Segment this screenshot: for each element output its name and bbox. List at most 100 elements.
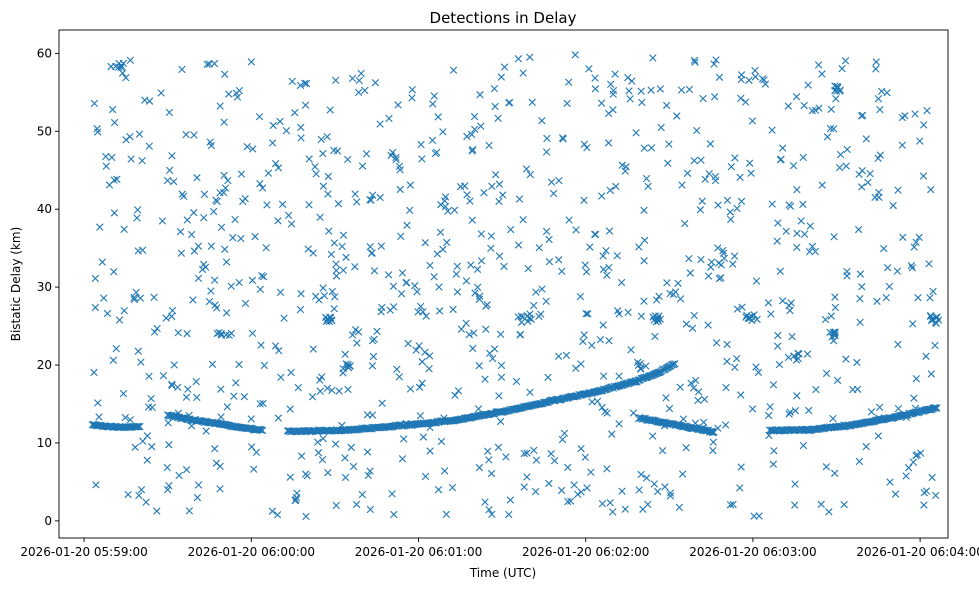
data-point (473, 265, 482, 274)
data-point (367, 249, 376, 257)
data-point (249, 145, 257, 153)
data-point (395, 373, 404, 381)
data-point (402, 278, 411, 287)
data-point (923, 106, 931, 115)
data-point (487, 244, 495, 252)
data-point (415, 383, 424, 392)
data-point (818, 70, 826, 78)
data-point (648, 432, 657, 440)
data-point (94, 399, 102, 407)
cluster-point (744, 314, 752, 322)
data-point (755, 512, 763, 520)
data-point (618, 487, 626, 495)
data-point (150, 328, 159, 336)
data-point (348, 331, 357, 339)
data-point (496, 417, 505, 426)
data-point (638, 98, 646, 107)
data-point (582, 268, 591, 276)
data-point (475, 362, 483, 370)
data-point (853, 358, 861, 367)
data-point (625, 87, 633, 95)
data-point (297, 452, 306, 460)
data-point (319, 149, 327, 158)
data-point (260, 361, 269, 370)
data-point (709, 446, 717, 455)
data-point (867, 408, 876, 416)
data-point (187, 230, 196, 239)
data-point (622, 162, 630, 171)
data-point (436, 228, 445, 237)
data-point (194, 274, 203, 282)
data-point (581, 453, 589, 462)
data-point (318, 456, 327, 464)
data-point (398, 269, 407, 277)
data-point (331, 293, 339, 301)
data-point (514, 241, 523, 249)
data-point (376, 193, 384, 202)
data-point (764, 299, 773, 307)
data-point (371, 79, 380, 87)
data-point (558, 435, 567, 444)
data-point (565, 216, 573, 224)
data-point (348, 74, 357, 83)
data-point (609, 508, 617, 516)
data-point (880, 244, 888, 253)
track-point (866, 418, 875, 426)
data-point (500, 63, 509, 71)
cluster-point (215, 328, 223, 337)
data-point (200, 190, 209, 199)
data-point (233, 93, 242, 101)
data-point (547, 450, 555, 458)
data-point (874, 432, 883, 440)
data-point (831, 469, 839, 477)
data-point (769, 381, 778, 389)
data-point (223, 403, 232, 411)
cluster-point (651, 312, 660, 320)
data-point (357, 69, 365, 78)
data-point (287, 220, 296, 228)
track-point (901, 411, 909, 419)
data-point (118, 69, 127, 77)
data-point (658, 447, 667, 455)
data-point (408, 94, 416, 102)
data-point (931, 341, 939, 350)
data-point (355, 76, 363, 85)
data-point (714, 244, 722, 252)
data-point (343, 155, 352, 164)
data-point (515, 195, 524, 203)
data-point (652, 296, 661, 304)
data-point (593, 397, 602, 406)
cluster-point (217, 329, 225, 338)
data-point (840, 500, 848, 509)
data-point (463, 132, 471, 141)
data-point (481, 498, 489, 506)
data-point (499, 191, 507, 199)
data-point (415, 342, 423, 350)
data-point (133, 206, 142, 214)
data-point (907, 261, 916, 270)
data-point (632, 129, 640, 137)
data-point (394, 101, 402, 109)
track-point (654, 368, 663, 377)
data-point (227, 282, 235, 290)
data-point (222, 258, 231, 266)
data-point (396, 185, 404, 194)
data-point (624, 308, 632, 316)
data-point (216, 485, 224, 493)
data-point (485, 141, 493, 150)
data-point (585, 65, 593, 73)
data-point (476, 91, 484, 99)
data-point (259, 399, 267, 408)
data-point (570, 481, 578, 489)
data-point (126, 416, 134, 424)
data-point (319, 182, 328, 190)
data-point (699, 94, 707, 103)
data-point (439, 245, 447, 254)
data-point (835, 163, 844, 172)
data-point (182, 393, 191, 401)
data-point (920, 488, 928, 497)
data-point (523, 449, 531, 457)
data-point (605, 336, 613, 345)
data-point (786, 202, 795, 211)
data-point (793, 243, 801, 252)
